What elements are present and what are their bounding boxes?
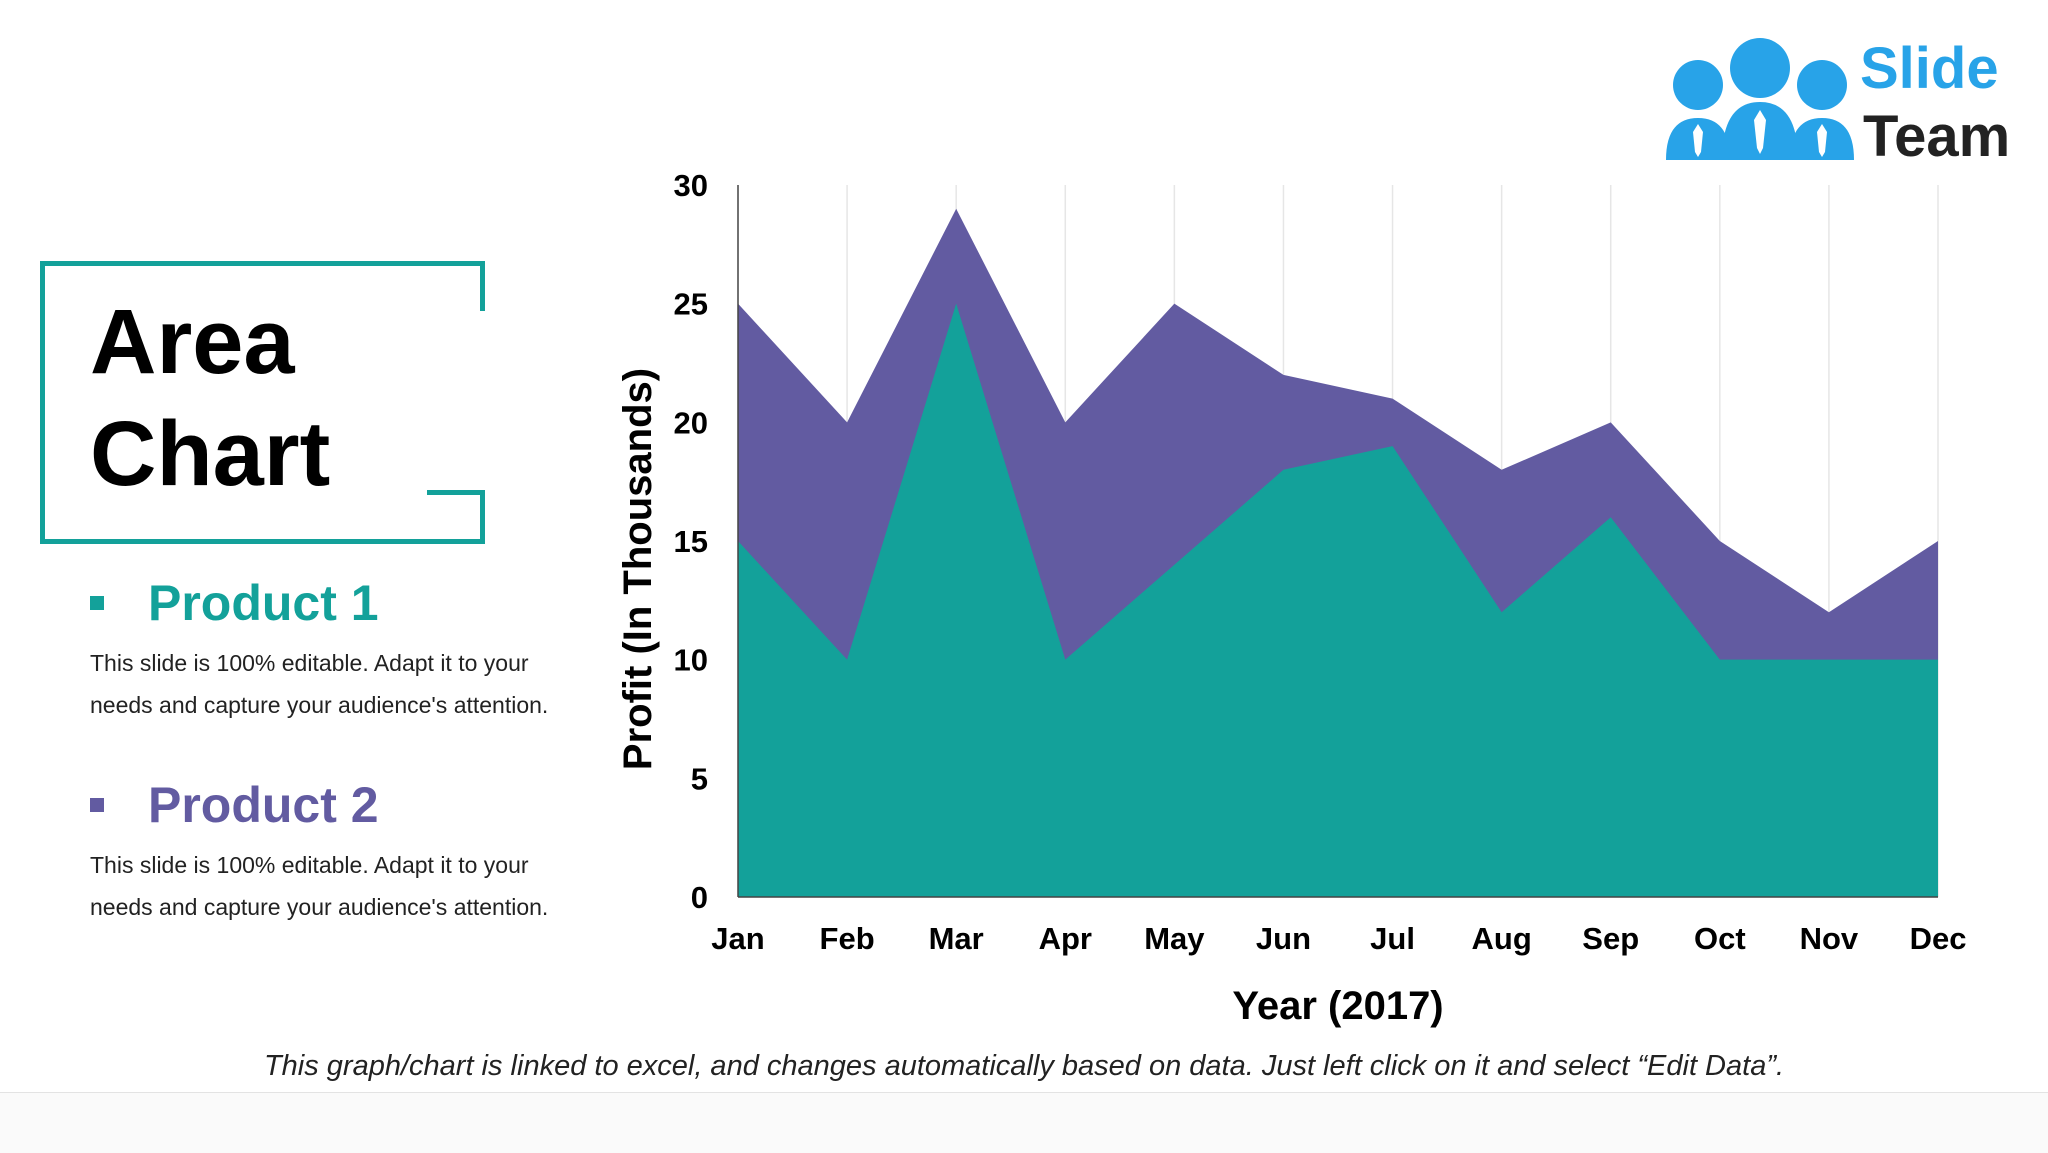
- logo-text-slide: Slide: [1860, 36, 1999, 101]
- x-tick-label: Dec: [1910, 921, 1967, 956]
- legend-desc-product-2: This slide is 100% editable. Adapt it to…: [90, 844, 590, 928]
- chart-areas: [738, 208, 1938, 898]
- x-tick-label: Apr: [1039, 921, 1092, 956]
- x-tick-label: Feb: [820, 921, 875, 956]
- title-frame-corner-top: [480, 261, 485, 311]
- x-tick-label: Sep: [1582, 921, 1639, 956]
- chart-labels: 0 5 10 15 20 25 30 Jan Feb Mar Apr May Jun Jul Aug Sep O…: [674, 168, 1967, 956]
- legend-desc-line1: This slide is 100% editable. Adapt it to…: [90, 852, 529, 878]
- y-tick-label: 15: [674, 524, 708, 559]
- legend-desc-line2: needs and capture your audience's attent…: [90, 894, 549, 920]
- x-tick-label: Oct: [1694, 921, 1746, 956]
- x-tick-label: Jun: [1256, 921, 1311, 956]
- slide-title: Area Chart: [90, 286, 330, 510]
- legend-desc-line2: needs and capture your audience's attent…: [90, 692, 549, 718]
- x-tick-label: Jan: [711, 921, 764, 956]
- title-frame: Area Chart: [40, 261, 485, 544]
- slide-title-line2: Chart: [90, 403, 331, 505]
- legend-marker-product-2: [90, 798, 104, 812]
- legend-desc-line1: This slide is 100% editable. Adapt it to…: [90, 650, 529, 676]
- slide-title-line1: Area: [90, 291, 295, 393]
- title-frame-border: [40, 261, 485, 544]
- x-tick-label: Jul: [1370, 921, 1415, 956]
- footnote: This graph/chart is linked to excel, and…: [263, 1050, 1785, 1082]
- y-tick-label: 25: [674, 287, 708, 322]
- y-tick-label: 5: [691, 761, 708, 796]
- legend-title-product-2: Product 2: [148, 777, 379, 833]
- x-tick-label: May: [1144, 921, 1205, 956]
- y-tick-label: 0: [691, 880, 708, 915]
- area-series-product-1: [738, 303, 1938, 898]
- people-icon: [1666, 38, 1854, 160]
- x-tick-label: Aug: [1472, 921, 1532, 956]
- x-tick-label: Nov: [1800, 921, 1859, 956]
- x-tick-label: Mar: [929, 921, 984, 956]
- y-axis-title: Profit (In Thousands): [616, 368, 660, 770]
- y-tick-label: 10: [674, 643, 708, 678]
- slideteam-logo: Slide Team: [1660, 30, 2020, 170]
- title-frame-corner-bottom: [480, 492, 485, 544]
- title-frame-corner-bottom-h: [427, 490, 485, 495]
- slide-footer-band: [0, 1092, 2048, 1153]
- chart-axes: [737, 185, 1938, 898]
- legend-desc-product-1: This slide is 100% editable. Adapt it to…: [90, 642, 590, 726]
- x-axis-title: Year (2017): [1232, 984, 1443, 1028]
- y-tick-label: 30: [674, 168, 708, 203]
- logo-text-team: Team: [1863, 104, 2011, 169]
- legend-title-product-1: Product 1: [148, 575, 379, 631]
- y-tick-label: 20: [674, 405, 708, 440]
- legend-marker-product-1: [90, 596, 104, 610]
